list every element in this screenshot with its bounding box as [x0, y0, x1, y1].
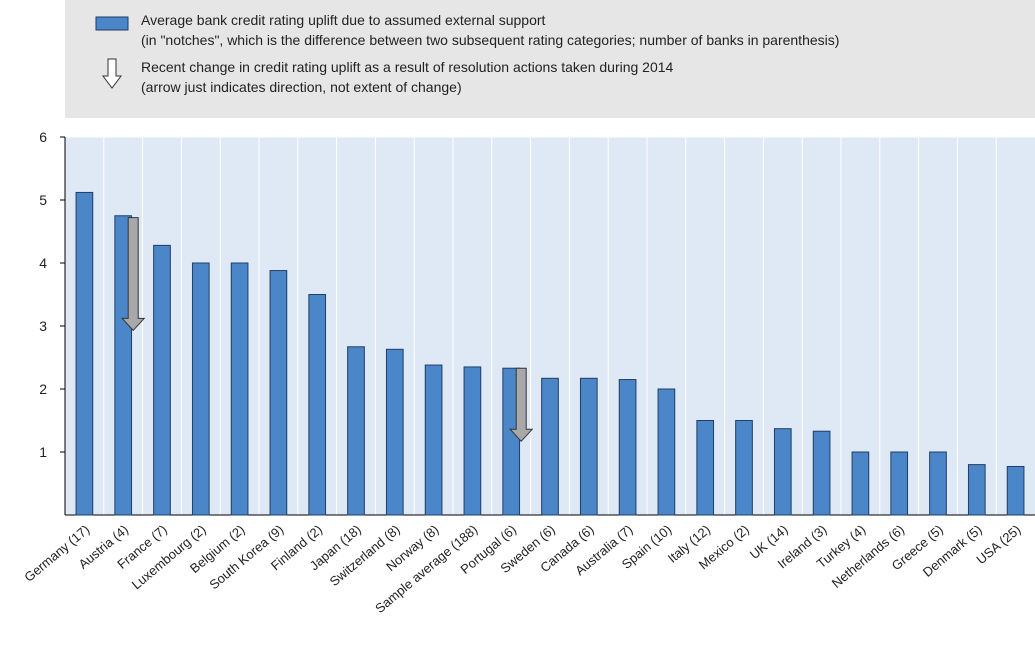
bar — [735, 420, 753, 516]
legend-bar-swatch — [95, 16, 129, 31]
bar — [75, 191, 94, 516]
bar — [424, 364, 443, 516]
legend-box — [65, 0, 1035, 118]
bar — [890, 451, 909, 516]
bar — [929, 451, 947, 516]
bar — [579, 377, 598, 516]
bar — [967, 464, 986, 516]
y-tick-label: 4 — [39, 255, 47, 271]
bar — [541, 377, 559, 516]
bar — [269, 270, 288, 516]
y-tick-label: 6 — [39, 129, 47, 145]
bar — [1006, 465, 1025, 516]
bar — [696, 420, 715, 516]
change-arrow — [509, 367, 534, 443]
change-arrow — [121, 217, 146, 332]
bar — [347, 346, 365, 516]
bar — [657, 388, 676, 516]
bar — [502, 367, 521, 516]
y-tick-label: 2 — [39, 381, 47, 397]
x-tick-label: Germany (17) — [21, 522, 92, 585]
bar — [153, 244, 171, 516]
legend-bar-note: (in "notches", which is the difference b… — [141, 32, 840, 48]
bar — [308, 294, 327, 516]
bar — [385, 348, 404, 516]
legend-bar-label: Average bank credit rating uplift due to… — [141, 12, 546, 28]
bar — [463, 366, 482, 516]
y-tick-label: 5 — [39, 192, 47, 208]
bar — [230, 262, 249, 516]
y-tick-label: 3 — [39, 318, 47, 334]
legend-arrow-note: (arrow just indicates direction, not ext… — [141, 79, 462, 95]
bar — [191, 262, 210, 516]
legend-arrow-icon — [102, 58, 122, 89]
y-tick-label: 1 — [39, 444, 47, 460]
x-tick-label: USA (25) — [973, 522, 1023, 567]
bar — [114, 215, 133, 516]
bar — [618, 379, 637, 516]
bar — [851, 451, 870, 516]
bar — [812, 430, 831, 516]
legend-arrow-label: Recent change in credit rating uplift as… — [141, 59, 674, 75]
bar — [773, 428, 792, 516]
